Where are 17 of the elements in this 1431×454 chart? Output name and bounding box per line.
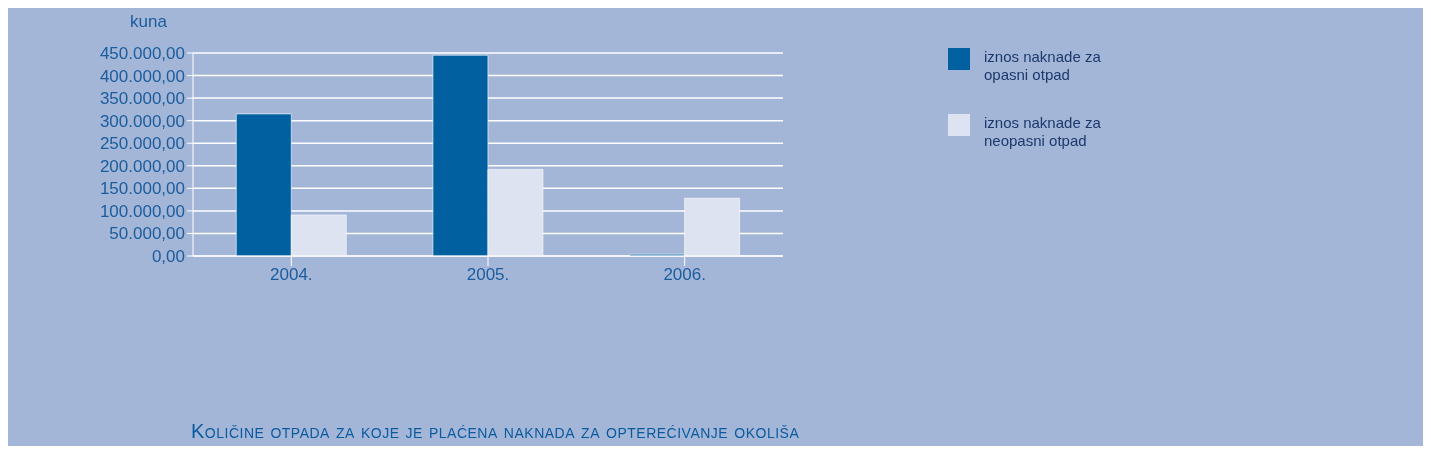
y-tick-label: 150.000,00 — [99, 179, 185, 199]
text: Količine otpada za koje je plaćena naknada za opterećivanje okoliša — [191, 420, 800, 443]
y-tick-label: 0,00 — [151, 247, 185, 267]
y-tick-label: 300.000,00 — [99, 111, 185, 131]
legend-label: iznos naknade za opasni otpad — [984, 48, 1102, 84]
y-axis-title: kuna — [130, 12, 167, 32]
x-tick-label: 2004. — [270, 265, 313, 285]
y-tick-label: 50.000,00 — [109, 224, 185, 244]
x-tick-label: 2006. — [663, 265, 706, 285]
y-tick-label: 100.000,00 — [99, 201, 185, 221]
y-tick-label: 200.000,00 — [99, 156, 185, 176]
x-tick-label: 2005. — [466, 265, 510, 285]
legend-label: iznos naknade za neopasni otpad — [984, 114, 1102, 150]
y-tick-label: 250.000,00 — [99, 134, 185, 154]
y-tick-label: 350.000,00 — [99, 89, 185, 109]
y-tick-label: 400.000,00 — [99, 66, 185, 86]
y-tick-label: 450.000,00 — [99, 44, 185, 64]
